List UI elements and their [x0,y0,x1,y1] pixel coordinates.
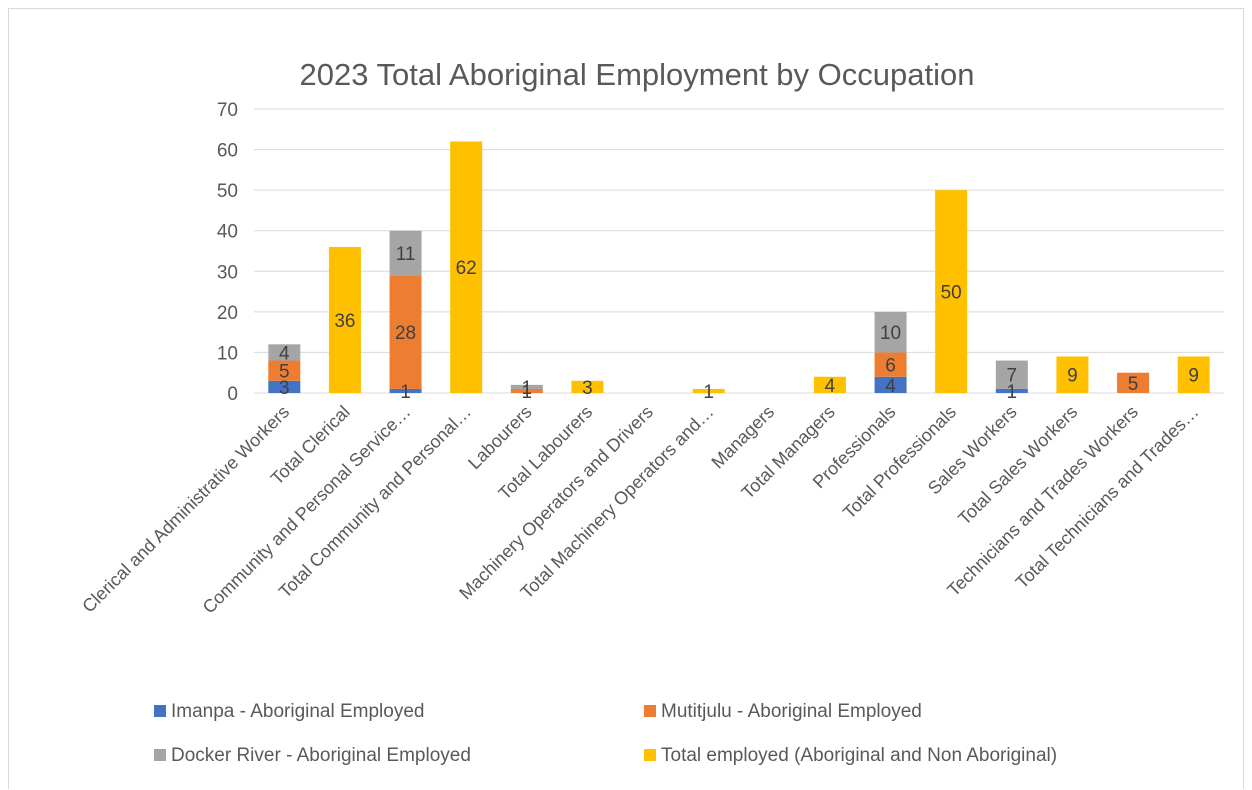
legend-swatch [154,749,166,761]
chart-svg: 2023 Total Aboriginal Employment by Occu… [78,57,1224,766]
data-label: 1 [522,382,533,403]
y-tick-label: 20 [217,303,238,324]
legend-label: Mutitjulu - Aboriginal Employed [661,701,922,722]
data-label: 5 [279,362,290,383]
x-tick-label: Total Sales Workers [954,402,1081,529]
legend-swatch [644,749,656,761]
bar-segment [510,388,543,393]
data-label: 10 [880,323,901,344]
legend-label: Total employed (Aboriginal and Non Abori… [661,745,1057,766]
bar-segment [813,376,846,393]
y-tick-label: 60 [217,141,238,162]
data-label: 1 [1007,382,1018,403]
chart-frame: 2023 Total Aboriginal Employment by Occu… [8,8,1244,789]
bar-segment [935,190,968,393]
bar-segment [389,388,422,393]
bar-segment [1117,372,1150,393]
bar-segment [450,141,483,393]
x-tick-label: Total Professionals [839,402,960,523]
data-label: 3 [279,378,290,399]
bar-segment [1056,356,1089,393]
x-tick-label: Clerical and Administrative Workers [78,402,293,617]
legend-item: Mutitjulu - Aboriginal Employed [644,701,922,722]
data-label: 1 [522,378,533,399]
bar-segment [995,388,1028,393]
bar-segment [268,380,301,393]
data-label: 9 [1067,366,1078,387]
data-label: 36 [334,311,355,332]
bar-segment [874,311,907,353]
legend-item: Docker River - Aboriginal Employed [154,745,471,766]
y-tick-label: 40 [217,222,238,243]
bar-segment [268,360,301,381]
y-tick-label: 0 [227,384,238,405]
data-label: 28 [395,323,416,344]
bars [268,141,1210,393]
y-tick-label: 70 [217,100,238,121]
bar-segment [874,352,907,377]
y-axis-ticks: 0 10 20 30 40 50 60 70 [217,100,238,405]
bar-segment [995,360,1028,389]
data-label: 1 [703,382,714,403]
data-label: 3 [582,378,593,399]
legend-item: Imanpa - Aboriginal Employed [154,701,424,722]
data-label: 62 [456,258,477,279]
data-label: 6 [885,356,896,377]
legend-item: Total employed (Aboriginal and Non Abori… [644,745,1057,766]
legend-swatch [644,705,656,717]
bar-segment [1177,356,1210,393]
data-label: 1 [400,382,411,403]
bar-segment [692,388,725,393]
data-label: 11 [396,244,416,265]
data-label: 5 [1128,374,1139,395]
chart-title: 2023 Total Aboriginal Employment by Occu… [300,57,975,92]
data-label: 50 [941,283,962,304]
data-label: 9 [1188,366,1199,387]
legend: Imanpa - Aboriginal Employed Mutitjulu - … [154,701,1057,766]
bar-segment [389,230,422,276]
data-label: 4 [279,343,290,364]
legend-label: Docker River - Aboriginal Employed [171,745,471,766]
data-label: 4 [885,376,896,397]
bar-segment [571,380,604,393]
bar-segment [389,275,422,389]
y-tick-label: 10 [217,343,238,364]
data-label: 4 [825,376,836,397]
data-label: 7 [1007,366,1018,387]
y-tick-label: 30 [217,262,238,283]
bar-segment [268,344,301,361]
bar-segment [510,384,543,389]
bar-segment [874,376,907,393]
bar-segment [328,246,361,393]
y-tick-label: 50 [217,181,238,202]
x-axis-ticks: Clerical and Administrative Workers Total… [78,402,1202,618]
legend-swatch [154,705,166,717]
legend-label: Imanpa - Aboriginal Employed [171,701,424,722]
